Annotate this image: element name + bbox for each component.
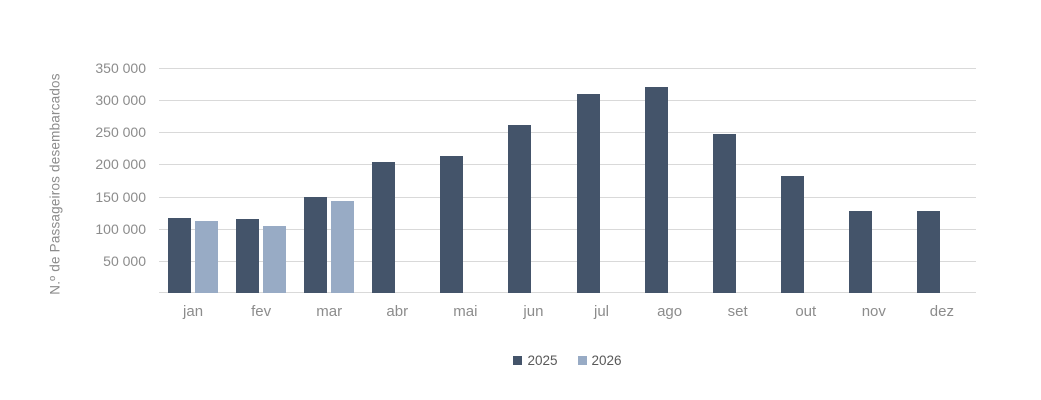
x-tick-label-abr: abr	[386, 303, 409, 320]
bar-2025-mai	[440, 156, 464, 293]
y-tick-label-250000: 250 000	[95, 124, 146, 140]
bar-2025-dez	[916, 210, 940, 293]
category-ago	[636, 68, 704, 293]
gridline-300000	[159, 100, 976, 101]
x-tick-label-set: set	[727, 303, 748, 320]
category-fev	[227, 68, 295, 293]
x-tick-label-jul: jul	[594, 303, 610, 320]
gridline-350000	[159, 68, 976, 69]
bar-2025-nov	[848, 210, 872, 293]
bar-2025-fev	[236, 219, 260, 293]
legend-label-2025: 2025	[527, 352, 558, 368]
x-tick-label-jan: jan	[183, 303, 204, 320]
gridline-150000	[159, 197, 976, 198]
x-tick-label-out: out	[795, 303, 817, 320]
bar-2026-mar	[331, 201, 355, 293]
y-axis-ticks: 350 000 300 000 250 000 200 000 150 000 100 0…	[60, 61, 146, 293]
legend: 2025 2026	[159, 351, 976, 369]
bar-2025-jul	[576, 94, 600, 293]
legend-label-2026: 2026	[591, 352, 622, 368]
category-set	[704, 68, 772, 293]
bar-2026-jan	[195, 221, 219, 293]
category-jan	[159, 68, 227, 293]
category-mar	[295, 68, 363, 293]
bar-2025-ago	[644, 87, 668, 293]
x-tick-label-nov: nov	[861, 303, 886, 320]
x-tick-label-mar: mar	[316, 303, 343, 320]
bar-2025-out	[780, 176, 804, 293]
category-dez	[908, 68, 976, 293]
bar-2025-abr	[372, 161, 396, 293]
x-axis-labels: jan fev mar abr mai jun jul ago set out nov dez	[159, 303, 976, 325]
bar-2025-jun	[508, 124, 532, 293]
y-tick-label-50000: 50 000	[103, 253, 146, 269]
x-tick-label-fev: fev	[251, 303, 272, 320]
legend-item-2026: 2026	[577, 352, 622, 368]
x-tick-label-ago: ago	[657, 303, 683, 320]
gridline-0	[159, 292, 976, 293]
legend-swatch-2025-icon	[513, 355, 523, 365]
y-tick-label-100000: 100 000	[95, 221, 146, 237]
category-nov	[840, 68, 908, 293]
category-abr	[363, 68, 431, 293]
bar-2025-jan	[168, 217, 192, 293]
gridline-250000	[159, 132, 976, 133]
bar-2025-mar	[304, 197, 328, 293]
x-tick-label-jun: jun	[523, 303, 544, 320]
x-tick-label-dez: dez	[929, 303, 954, 320]
x-tick-label-mai: mai	[453, 303, 478, 320]
bar-2026-fev	[263, 226, 287, 293]
gridline-50000	[159, 261, 976, 262]
category-out	[772, 68, 840, 293]
y-tick-label-150000: 150 000	[95, 189, 146, 205]
gridline-200000	[159, 164, 976, 165]
y-tick-label-350000: 350 000	[95, 60, 146, 76]
plot-area	[159, 68, 976, 293]
legend-item-2025: 2025	[513, 352, 558, 368]
legend-swatch-2026-icon	[577, 355, 587, 365]
category-jun	[499, 68, 567, 293]
y-tick-label-300000: 300 000	[95, 92, 146, 108]
y-tick-label-200000: 200 000	[95, 156, 146, 172]
gridline-100000	[159, 229, 976, 230]
category-jul	[568, 68, 636, 293]
bar-2025-set	[712, 134, 736, 293]
category-mai	[431, 68, 499, 293]
